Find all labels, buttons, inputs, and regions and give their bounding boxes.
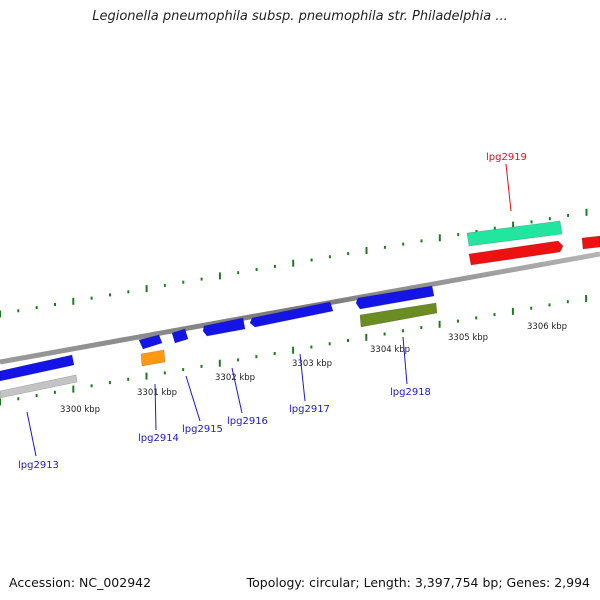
gene-feature	[202, 317, 246, 337]
genome-summary: Topology: circular; Length: 3,397,754 bp…	[246, 575, 590, 590]
gene-feature	[0, 354, 75, 382]
genome-backbone	[0, 251, 600, 365]
gene-feature	[466, 220, 563, 247]
gene-leader-line	[402, 336, 408, 385]
scale-label: 3302 kbp	[215, 373, 255, 383]
gene-feature	[359, 302, 438, 328]
gene-leader-line	[185, 375, 201, 422]
gene-label: lpg2918	[390, 387, 431, 398]
scale-label: 3305 kbp	[448, 333, 488, 343]
map-title: Legionella pneumophila subsp. pneumophil…	[92, 9, 508, 24]
scale-label: 3300 kbp	[60, 405, 100, 415]
gene-leader-line	[231, 367, 243, 414]
gene-leader-line	[299, 353, 306, 402]
gene-label: lpg2919	[486, 152, 527, 163]
scale-label: 3301 kbp	[137, 388, 177, 398]
gene-feature	[581, 235, 600, 250]
gene-label: lpg2915	[182, 424, 223, 435]
accession-label: Accession: NC_002942	[9, 575, 152, 590]
gene-leader-line	[505, 163, 512, 212]
gene-feature	[140, 349, 166, 367]
gene-label: lpg2917	[289, 404, 330, 415]
scale-label: 3303 kbp	[292, 359, 332, 369]
gene-feature	[468, 240, 564, 266]
scale-label: 3306 kbp	[527, 322, 567, 332]
gene-leader-line	[154, 383, 157, 431]
gene-feature	[355, 285, 435, 310]
gene-leader-line	[26, 411, 37, 457]
gene-feature	[0, 374, 78, 399]
gene-feature	[171, 328, 189, 344]
gene-label: lpg2914	[138, 433, 179, 444]
gene-feature	[249, 301, 334, 328]
gene-label: lpg2913	[18, 460, 59, 471]
scale-label: 3304 kbp	[370, 345, 410, 355]
gene-feature	[138, 334, 163, 350]
gene-label: lpg2916	[227, 416, 268, 427]
